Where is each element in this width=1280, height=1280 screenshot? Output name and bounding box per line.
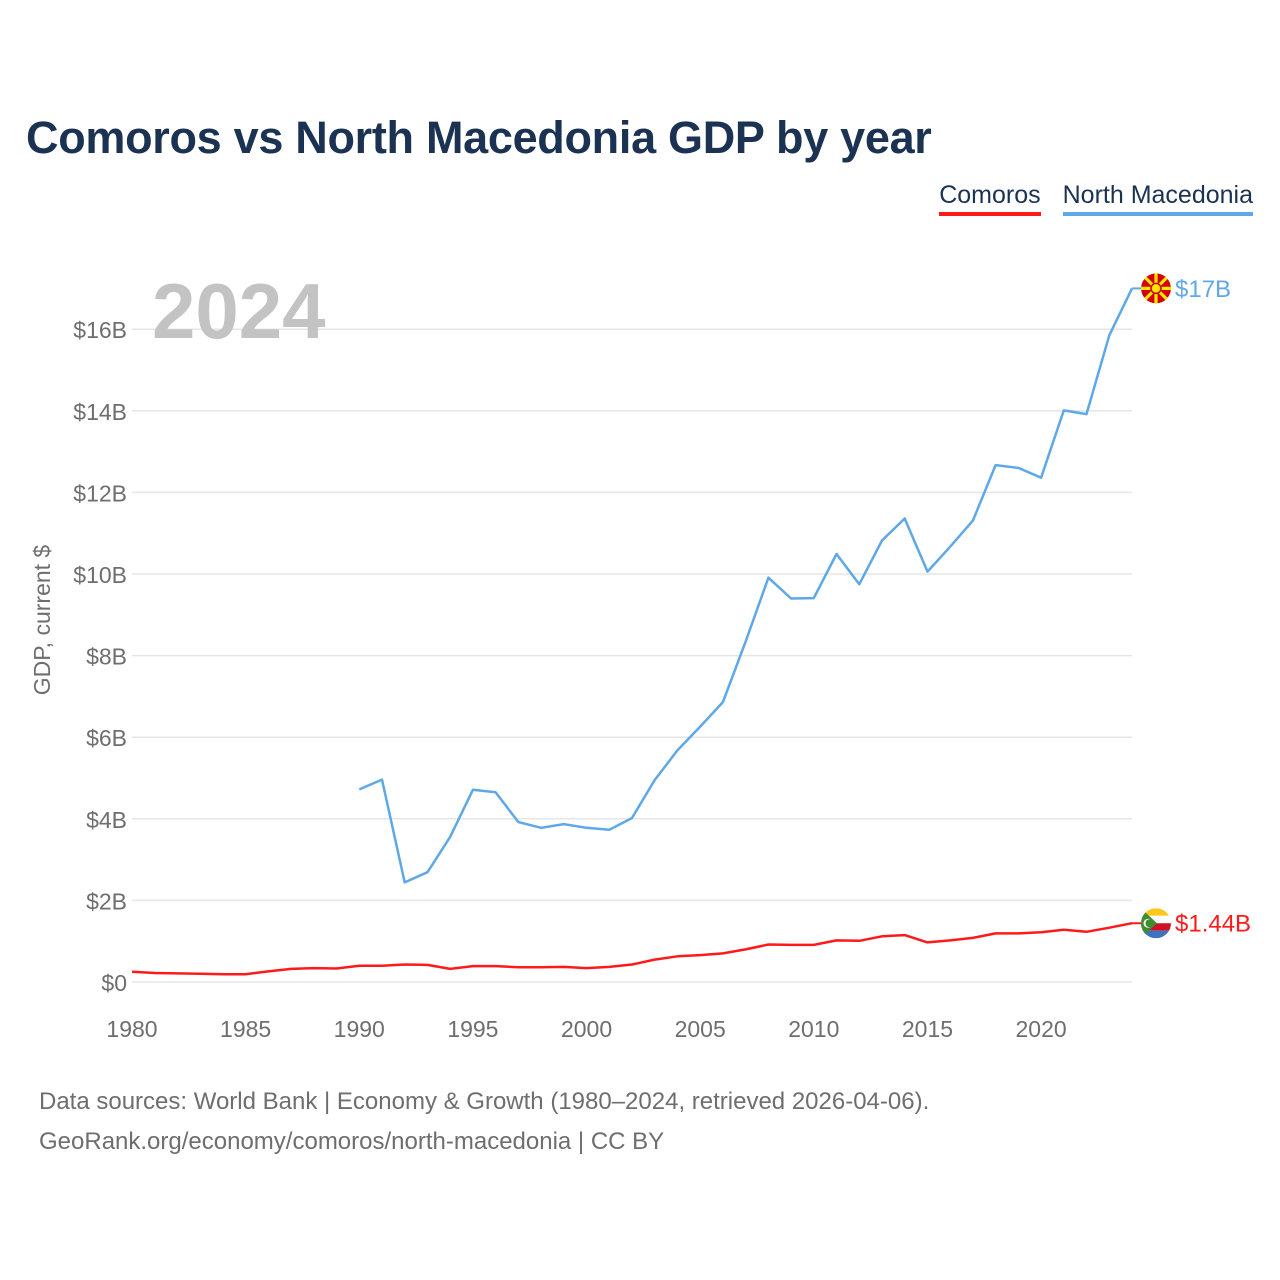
y-axis: $0 $2B $4B $6B $8B $10B $12B $14B $16B: [73, 317, 127, 996]
x-axis: 1980 1985 1990 1995 2000 2005 2010 2015 2020: [106, 1016, 1066, 1042]
end-value-label-comoros: $1.44B: [1175, 911, 1251, 938]
x-tick-label: 1985: [220, 1016, 271, 1042]
legend-item-comoros[interactable]: Comoros: [939, 181, 1041, 216]
footer: Data sources: World Bank | Economy & Gro…: [39, 1082, 929, 1162]
x-tick-label: 1990: [334, 1016, 385, 1042]
credit-link[interactable]: GeoRank.org/economy/comoros/north-macedo…: [39, 1128, 665, 1155]
x-tick-label: 2010: [788, 1016, 839, 1042]
grid-lines: [132, 328, 1132, 983]
year-watermark: 2024: [152, 267, 326, 355]
legend-item-north-macedonia[interactable]: North Macedonia: [1062, 181, 1253, 216]
y-tick-label: $0: [101, 970, 127, 996]
x-tick-label: 2015: [902, 1016, 953, 1042]
y-tick-label: $8B: [86, 644, 127, 670]
y-tick-label: $12B: [73, 480, 127, 506]
series-line-macedonia: [358, 287, 1134, 884]
north-macedonia-flag-icon: [1141, 273, 1171, 304]
y-tick-label: $4B: [86, 807, 127, 833]
x-tick-label: 1995: [447, 1016, 498, 1042]
y-tick-label: $10B: [73, 562, 127, 588]
legend: Comoros North Macedonia: [939, 181, 1253, 216]
page-title: Comoros vs North Macedonia GDP by year: [26, 112, 932, 163]
y-tick-label: $6B: [86, 725, 127, 751]
series-line-comoros: [131, 921, 1133, 976]
x-tick-label: 1980: [106, 1016, 157, 1042]
series-lines: $1.44B $17B: [131, 276, 1251, 976]
y-tick-label: $14B: [73, 399, 127, 425]
x-tick-label: 2000: [561, 1016, 612, 1042]
y-tick-label: $2B: [86, 888, 127, 914]
gdp-line-chart: 2024 $0 $2B $4B $6B $8B $10B $12B $14B $16B 1980…: [29, 267, 1251, 1042]
y-axis-label: GDP, current $: [29, 545, 55, 696]
x-tick-label: 2020: [1016, 1016, 1067, 1042]
y-tick-label: $16B: [73, 317, 127, 343]
comoros-flag-icon: [1141, 908, 1171, 939]
end-value-label-macedonia: $17B: [1175, 276, 1231, 303]
data-sources-text: Data sources: World Bank | Economy & Gro…: [39, 1088, 930, 1115]
x-tick-label: 2005: [675, 1016, 726, 1042]
